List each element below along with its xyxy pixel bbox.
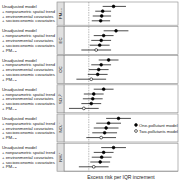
legend-marker — [135, 130, 138, 133]
panel-strip — [57, 2, 64, 25]
panel-label: OC — [58, 66, 63, 72]
ci-line — [103, 6, 126, 7]
point — [92, 165, 95, 168]
ci-line — [99, 60, 119, 61]
row-label: + PM₂.₅ — [2, 106, 17, 111]
reference-line — [88, 2, 89, 25]
point — [105, 127, 108, 130]
ci-line — [106, 118, 131, 119]
ci-line — [94, 35, 114, 36]
point — [99, 19, 102, 22]
point — [96, 73, 99, 76]
row-label: + socioeconomic covariates — [2, 18, 55, 23]
panel-label: NH₄⁺ — [58, 152, 63, 162]
marks — [92, 5, 126, 22]
panel-label: SO₄²⁻ — [58, 93, 63, 104]
point — [102, 34, 105, 37]
panel-strip — [57, 114, 64, 142]
ci-line — [69, 108, 99, 109]
row-label: + PM₂.₅ — [2, 48, 17, 53]
legend-marker — [135, 124, 138, 127]
ci-line — [104, 30, 129, 31]
ci-line — [92, 132, 117, 133]
panel-strip — [57, 56, 64, 84]
point — [102, 151, 105, 154]
ci-line — [95, 11, 111, 12]
legend-label: One-pollutant model — [139, 123, 178, 128]
ci-line — [86, 137, 116, 138]
point — [100, 15, 103, 18]
ci-line — [90, 45, 110, 46]
row-label: + PM₂.₅ — [2, 77, 17, 82]
point — [95, 49, 98, 52]
ci-line — [79, 166, 109, 167]
ci-line — [88, 74, 108, 75]
panel-frame — [64, 143, 178, 171]
marks — [86, 117, 131, 139]
panel-frame — [64, 85, 178, 113]
point — [99, 161, 102, 164]
marks — [69, 88, 114, 110]
ci-line — [76, 79, 106, 80]
ci-line — [89, 69, 109, 70]
marks — [79, 146, 126, 168]
point — [97, 68, 100, 71]
point — [117, 117, 120, 120]
point — [100, 63, 103, 66]
ci-line — [81, 103, 101, 104]
ci-line — [96, 123, 121, 124]
ci-line — [94, 152, 114, 153]
point — [100, 136, 103, 139]
x-axis-label: Excess risk per IQR increment — [87, 174, 155, 180]
panel-frame — [64, 26, 178, 54]
point — [91, 97, 94, 100]
point — [103, 131, 106, 134]
point — [102, 88, 105, 91]
x-axis — [64, 171, 178, 172]
panel-label: EC — [58, 37, 63, 43]
point — [107, 122, 110, 125]
ci-line — [93, 16, 111, 17]
panel-frame — [64, 2, 178, 25]
ci-line — [90, 162, 110, 163]
ci-line — [91, 40, 111, 41]
panel-frame — [64, 56, 178, 84]
panel-strip — [57, 85, 64, 113]
ci-line — [94, 89, 114, 90]
ci-line — [101, 147, 126, 148]
ci-line — [92, 20, 110, 21]
panel-frame — [64, 114, 178, 142]
point — [82, 107, 85, 110]
point — [112, 146, 115, 149]
ci-line — [84, 94, 104, 95]
ci-line — [81, 50, 111, 51]
point — [107, 59, 110, 62]
point — [100, 39, 103, 42]
point — [98, 44, 101, 47]
point — [101, 10, 104, 13]
ci-line — [91, 64, 111, 65]
ci-line — [92, 157, 112, 158]
point — [100, 156, 103, 159]
point — [92, 93, 95, 96]
point — [90, 102, 93, 105]
panel-label: NO₃⁻ — [58, 122, 63, 132]
legend-label: Two-pollutants model — [139, 129, 178, 134]
panel-label: PM₂.₅ — [58, 8, 63, 19]
row-label: + PM₂.₅ — [2, 135, 17, 140]
point — [112, 5, 115, 8]
panel-strip — [57, 143, 64, 171]
ci-line — [83, 98, 103, 99]
point — [115, 29, 118, 32]
point — [90, 78, 93, 81]
panel-strip — [57, 26, 64, 54]
marks — [81, 29, 128, 51]
ci-line — [94, 128, 119, 129]
row-label: + PM₂.₅ — [2, 164, 17, 169]
marks — [76, 59, 118, 81]
